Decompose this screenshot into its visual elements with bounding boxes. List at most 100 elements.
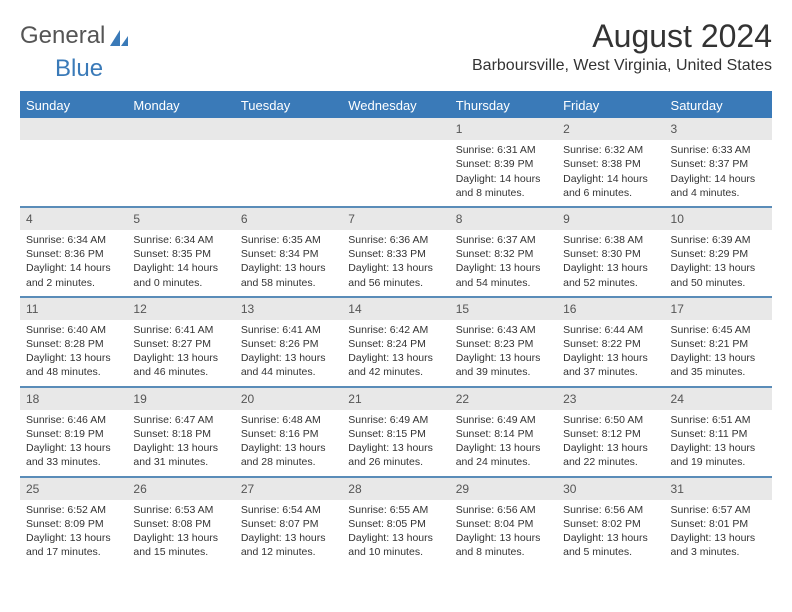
daylight-line: Daylight: 13 hours and 37 minutes. — [563, 351, 658, 379]
daylight-line: Daylight: 14 hours and 8 minutes. — [456, 172, 551, 200]
day-number: 20 — [235, 388, 342, 410]
day-number: 1 — [450, 118, 557, 140]
day-details: Sunrise: 6:42 AMSunset: 8:24 PMDaylight:… — [342, 320, 449, 386]
day-number: 8 — [450, 208, 557, 230]
day-details: Sunrise: 6:49 AMSunset: 8:14 PMDaylight:… — [450, 410, 557, 476]
day-details: Sunrise: 6:40 AMSunset: 8:28 PMDaylight:… — [20, 320, 127, 386]
day-number: 21 — [342, 388, 449, 410]
daylight-line: Daylight: 14 hours and 6 minutes. — [563, 172, 658, 200]
day-details: Sunrise: 6:32 AMSunset: 8:38 PMDaylight:… — [557, 140, 664, 206]
calendar-week: 11Sunrise: 6:40 AMSunset: 8:28 PMDayligh… — [20, 298, 772, 388]
day-details: Sunrise: 6:46 AMSunset: 8:19 PMDaylight:… — [20, 410, 127, 476]
calendar: SundayMondayTuesdayWednesdayThursdayFrid… — [20, 91, 772, 565]
day-number: 16 — [557, 298, 664, 320]
daylight-line: Daylight: 14 hours and 0 minutes. — [133, 261, 228, 289]
day-details: Sunrise: 6:39 AMSunset: 8:29 PMDaylight:… — [665, 230, 772, 296]
sunrise-line: Sunrise: 6:52 AM — [26, 503, 121, 517]
calendar-cell — [342, 118, 449, 206]
calendar-cell: 21Sunrise: 6:49 AMSunset: 8:15 PMDayligh… — [342, 388, 449, 476]
sunrise-line: Sunrise: 6:41 AM — [241, 323, 336, 337]
calendar-cell: 24Sunrise: 6:51 AMSunset: 8:11 PMDayligh… — [665, 388, 772, 476]
day-number: 7 — [342, 208, 449, 230]
calendar-weeks: 1Sunrise: 6:31 AMSunset: 8:39 PMDaylight… — [20, 118, 772, 565]
calendar-cell: 2Sunrise: 6:32 AMSunset: 8:38 PMDaylight… — [557, 118, 664, 206]
sunset-line: Sunset: 8:26 PM — [241, 337, 336, 351]
calendar-cell: 29Sunrise: 6:56 AMSunset: 8:04 PMDayligh… — [450, 478, 557, 566]
day-details: Sunrise: 6:56 AMSunset: 8:02 PMDaylight:… — [557, 500, 664, 566]
calendar-cell: 26Sunrise: 6:53 AMSunset: 8:08 PMDayligh… — [127, 478, 234, 566]
daylight-line: Daylight: 13 hours and 26 minutes. — [348, 441, 443, 469]
sunset-line: Sunset: 8:27 PM — [133, 337, 228, 351]
calendar-cell: 6Sunrise: 6:35 AMSunset: 8:34 PMDaylight… — [235, 208, 342, 296]
sunrise-line: Sunrise: 6:56 AM — [456, 503, 551, 517]
day-details: Sunrise: 6:43 AMSunset: 8:23 PMDaylight:… — [450, 320, 557, 386]
daylight-line: Daylight: 13 hours and 19 minutes. — [671, 441, 766, 469]
calendar-cell: 8Sunrise: 6:37 AMSunset: 8:32 PMDaylight… — [450, 208, 557, 296]
sunset-line: Sunset: 8:33 PM — [348, 247, 443, 261]
sunset-line: Sunset: 8:19 PM — [26, 427, 121, 441]
day-number: 23 — [557, 388, 664, 410]
day-number: 27 — [235, 478, 342, 500]
day-number: 30 — [557, 478, 664, 500]
sunset-line: Sunset: 8:29 PM — [671, 247, 766, 261]
day-number: 12 — [127, 298, 234, 320]
sunset-line: Sunset: 8:32 PM — [456, 247, 551, 261]
day-number — [20, 118, 127, 140]
location: Barboursville, West Virginia, United Sta… — [472, 57, 772, 75]
weekday-name: Saturday — [665, 93, 772, 118]
calendar-cell: 17Sunrise: 6:45 AMSunset: 8:21 PMDayligh… — [665, 298, 772, 386]
day-details: Sunrise: 6:33 AMSunset: 8:37 PMDaylight:… — [665, 140, 772, 206]
day-number: 9 — [557, 208, 664, 230]
calendar-cell: 11Sunrise: 6:40 AMSunset: 8:28 PMDayligh… — [20, 298, 127, 386]
calendar-cell: 19Sunrise: 6:47 AMSunset: 8:18 PMDayligh… — [127, 388, 234, 476]
calendar-cell: 22Sunrise: 6:49 AMSunset: 8:14 PMDayligh… — [450, 388, 557, 476]
calendar-cell: 15Sunrise: 6:43 AMSunset: 8:23 PMDayligh… — [450, 298, 557, 386]
brand-part1: General — [20, 22, 105, 50]
month-year: August 2024 — [472, 18, 772, 55]
sunset-line: Sunset: 8:14 PM — [456, 427, 551, 441]
day-details: Sunrise: 6:47 AMSunset: 8:18 PMDaylight:… — [127, 410, 234, 476]
sunset-line: Sunset: 8:08 PM — [133, 517, 228, 531]
calendar-cell — [235, 118, 342, 206]
sunrise-line: Sunrise: 6:39 AM — [671, 233, 766, 247]
daylight-line: Daylight: 13 hours and 3 minutes. — [671, 531, 766, 559]
calendar-cell: 16Sunrise: 6:44 AMSunset: 8:22 PMDayligh… — [557, 298, 664, 386]
sunrise-line: Sunrise: 6:42 AM — [348, 323, 443, 337]
daylight-line: Daylight: 14 hours and 4 minutes. — [671, 172, 766, 200]
sunset-line: Sunset: 8:18 PM — [133, 427, 228, 441]
sunrise-line: Sunrise: 6:48 AM — [241, 413, 336, 427]
day-number: 2 — [557, 118, 664, 140]
sunset-line: Sunset: 8:35 PM — [133, 247, 228, 261]
day-details: Sunrise: 6:52 AMSunset: 8:09 PMDaylight:… — [20, 500, 127, 566]
sunrise-line: Sunrise: 6:46 AM — [26, 413, 121, 427]
day-number: 5 — [127, 208, 234, 230]
sunrise-line: Sunrise: 6:43 AM — [456, 323, 551, 337]
day-details: Sunrise: 6:34 AMSunset: 8:35 PMDaylight:… — [127, 230, 234, 296]
day-number: 31 — [665, 478, 772, 500]
calendar-cell: 9Sunrise: 6:38 AMSunset: 8:30 PMDaylight… — [557, 208, 664, 296]
day-details: Sunrise: 6:38 AMSunset: 8:30 PMDaylight:… — [557, 230, 664, 296]
daylight-line: Daylight: 14 hours and 2 minutes. — [26, 261, 121, 289]
sunrise-line: Sunrise: 6:34 AM — [133, 233, 228, 247]
calendar-cell: 5Sunrise: 6:34 AMSunset: 8:35 PMDaylight… — [127, 208, 234, 296]
sunset-line: Sunset: 8:16 PM — [241, 427, 336, 441]
daylight-line: Daylight: 13 hours and 17 minutes. — [26, 531, 121, 559]
daylight-line: Daylight: 13 hours and 28 minutes. — [241, 441, 336, 469]
sunrise-line: Sunrise: 6:53 AM — [133, 503, 228, 517]
day-details: Sunrise: 6:45 AMSunset: 8:21 PMDaylight:… — [665, 320, 772, 386]
sunrise-line: Sunrise: 6:33 AM — [671, 143, 766, 157]
day-number: 18 — [20, 388, 127, 410]
calendar-cell: 20Sunrise: 6:48 AMSunset: 8:16 PMDayligh… — [235, 388, 342, 476]
calendar-week: 18Sunrise: 6:46 AMSunset: 8:19 PMDayligh… — [20, 388, 772, 478]
sunrise-line: Sunrise: 6:38 AM — [563, 233, 658, 247]
weekday-name: Thursday — [450, 93, 557, 118]
weekday-header: SundayMondayTuesdayWednesdayThursdayFrid… — [20, 93, 772, 118]
day-details: Sunrise: 6:57 AMSunset: 8:01 PMDaylight:… — [665, 500, 772, 566]
calendar-cell: 7Sunrise: 6:36 AMSunset: 8:33 PMDaylight… — [342, 208, 449, 296]
day-number: 3 — [665, 118, 772, 140]
day-details: Sunrise: 6:31 AMSunset: 8:39 PMDaylight:… — [450, 140, 557, 206]
day-details: Sunrise: 6:48 AMSunset: 8:16 PMDaylight:… — [235, 410, 342, 476]
sunset-line: Sunset: 8:09 PM — [26, 517, 121, 531]
sunset-line: Sunset: 8:36 PM — [26, 247, 121, 261]
daylight-line: Daylight: 13 hours and 52 minutes. — [563, 261, 658, 289]
